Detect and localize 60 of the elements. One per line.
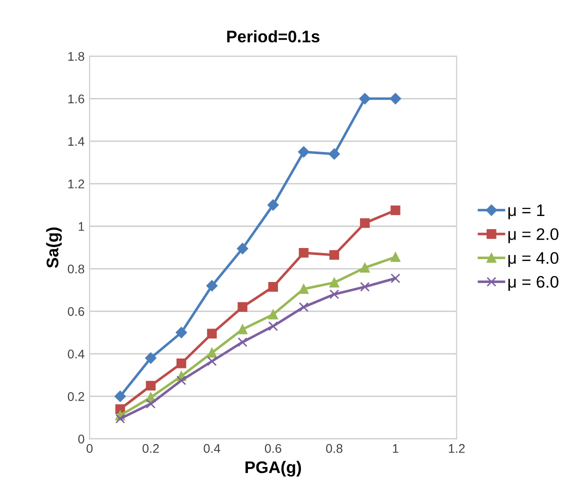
point xyxy=(146,380,156,391)
x-tick-label: 0.8 xyxy=(326,444,342,453)
point xyxy=(268,310,278,320)
point xyxy=(268,199,279,211)
y-tick-label: 1.6 xyxy=(68,94,84,104)
x-tick-label: 1.2 xyxy=(448,444,465,453)
y-tick-label: 1 xyxy=(78,222,84,231)
y-tick-label: 0.2 xyxy=(68,392,84,401)
legend-label: μ = 4.0 xyxy=(508,252,558,267)
legend-label: μ = 6.0 xyxy=(508,276,558,291)
x-tick-label: 0.2 xyxy=(142,444,159,453)
chart-title: Period=0.1s xyxy=(227,30,320,42)
y-tick-label: 0.4 xyxy=(68,350,84,358)
x-tick-label: 1 xyxy=(392,444,398,453)
point xyxy=(390,205,400,216)
point xyxy=(238,324,248,334)
point xyxy=(328,148,340,160)
x-tick-label: 0.4 xyxy=(204,444,220,453)
point xyxy=(114,390,126,402)
point xyxy=(207,348,217,358)
point xyxy=(145,352,156,364)
point xyxy=(390,93,402,104)
point xyxy=(206,280,218,292)
y-tick-label: 0.6 xyxy=(68,307,84,316)
point xyxy=(176,376,186,386)
y-tick-label: 0.8 xyxy=(68,264,84,274)
point xyxy=(298,248,309,258)
point xyxy=(268,321,278,332)
legend-label: μ = 1 xyxy=(508,204,544,220)
point xyxy=(329,278,340,288)
y-axis-title: Sa(g) xyxy=(46,228,62,268)
point xyxy=(207,356,217,366)
point xyxy=(359,93,370,104)
point xyxy=(298,284,309,294)
point xyxy=(329,289,340,300)
point xyxy=(207,328,217,338)
point xyxy=(238,302,248,312)
point xyxy=(298,146,310,158)
y-tick-label: 0 xyxy=(78,434,84,444)
point xyxy=(146,398,156,409)
point xyxy=(360,218,370,228)
point xyxy=(238,337,248,347)
x-tick-label: 0 xyxy=(86,444,93,453)
point xyxy=(360,262,370,273)
x-axis-title: PGA(g) xyxy=(246,460,301,477)
point xyxy=(360,282,370,292)
point xyxy=(329,250,340,260)
x-tick-label: 0.6 xyxy=(264,444,282,453)
legend-label: μ = 2.0 xyxy=(508,228,558,244)
point xyxy=(268,282,278,292)
point xyxy=(176,358,186,368)
point xyxy=(390,273,400,284)
point xyxy=(176,326,187,338)
point xyxy=(115,414,126,424)
y-tick-label: 1.8 xyxy=(68,52,84,61)
point xyxy=(298,302,309,312)
y-tick-label: 1.4 xyxy=(68,137,84,146)
point xyxy=(236,242,248,254)
y-tick-label: 1.2 xyxy=(68,180,84,188)
point xyxy=(390,252,400,262)
